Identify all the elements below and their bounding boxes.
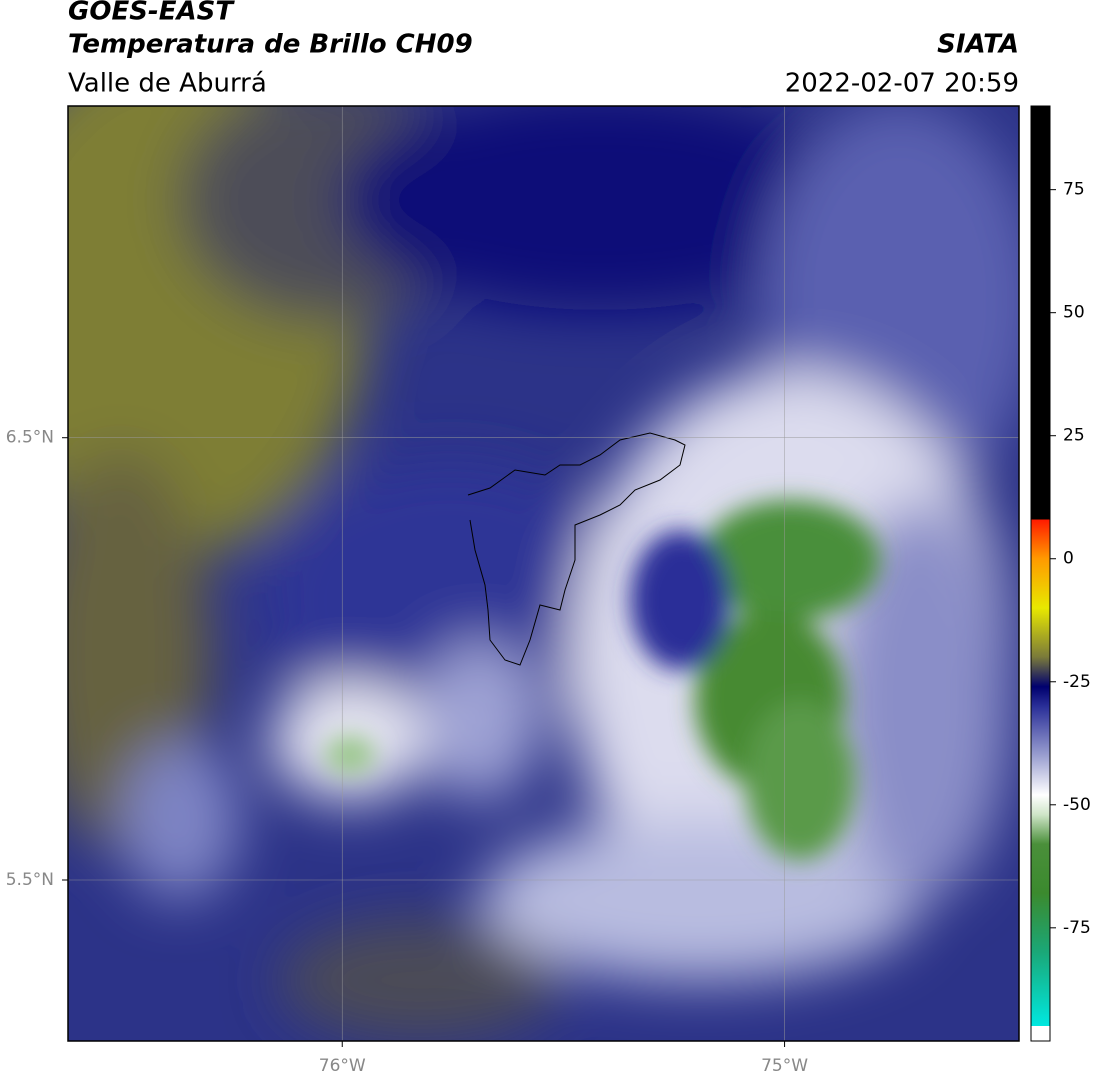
colorbar-label: -50 <box>1063 795 1091 815</box>
map-frame <box>67 105 1020 1042</box>
colorbar <box>1030 105 1051 1042</box>
x-tick-label: 76°W <box>319 1056 366 1076</box>
colorbar-label: 75 <box>1063 180 1085 200</box>
colorbar-label: 50 <box>1063 303 1085 323</box>
colorbar-label: 25 <box>1063 426 1085 446</box>
colorbar-label: 0 <box>1063 549 1074 569</box>
region: Valle de Aburrá <box>68 69 267 99</box>
title: GOES-EAST <box>68 0 235 27</box>
y-tick-label: 5.5°N <box>6 870 54 890</box>
datetime: 2022-02-07 20:59 <box>785 69 1019 99</box>
colorbar-label: -75 <box>1063 918 1091 938</box>
subtitle: Temperatura de Brillo CH09 <box>68 30 473 60</box>
boundary <box>467 432 686 666</box>
colorbar-label: -25 <box>1063 672 1091 692</box>
x-tick-label: 75°W <box>761 1056 808 1076</box>
y-tick-label: 6.5°N <box>6 428 54 448</box>
source: SIATA <box>937 30 1019 60</box>
grid <box>68 106 1019 1041</box>
satellite-field <box>68 106 1019 1041</box>
